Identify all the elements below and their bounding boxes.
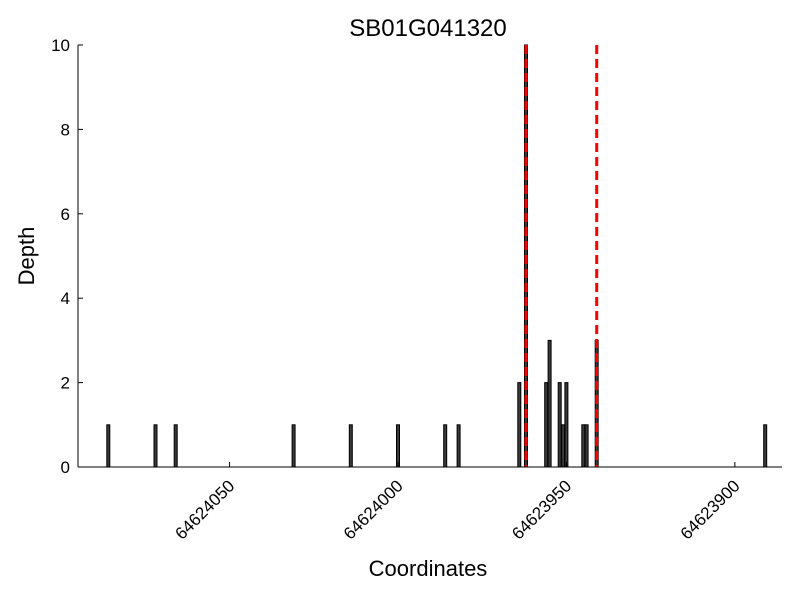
x-axis-ticks: 64624050 64624000 64623950 64623900	[171, 462, 744, 543]
depth-bar-12	[557, 382, 562, 468]
y-axis-ticks: 0 2 4 6 8 10	[51, 36, 83, 477]
plot-area	[106, 44, 768, 468]
depth-bar-1	[153, 424, 158, 468]
y-tick-label-1: 2	[61, 374, 70, 393]
depth-bar-6	[443, 424, 448, 468]
depth-bar-15	[581, 424, 586, 468]
depth-bar-0	[106, 424, 111, 468]
depth-bar-5	[396, 424, 400, 468]
depth-bar-18	[763, 424, 768, 468]
x-tick-label-1: 64624000	[340, 476, 407, 543]
depth-bar-10	[544, 382, 549, 468]
depth-bar-14	[564, 382, 569, 468]
depth-bar-16	[584, 424, 589, 468]
depth-bar-3	[291, 424, 296, 468]
y-axis-label: Depth	[14, 227, 39, 286]
y-tick-label-2: 4	[61, 289, 70, 308]
x-tick-label-2: 64623950	[508, 476, 575, 543]
y-tick-label-5: 10	[51, 36, 70, 55]
y-tick-label-3: 6	[61, 205, 70, 224]
y-tick-label-0: 0	[61, 458, 70, 477]
x-tick-label-0: 64624050	[171, 476, 238, 543]
depth-bar-2	[173, 424, 178, 468]
x-axis-label: Coordinates	[369, 556, 488, 581]
chart-title: SB01G041320	[349, 15, 506, 42]
depth-bar-13	[561, 424, 566, 468]
y-tick-label-4: 8	[61, 120, 70, 139]
depth-bar-8	[517, 382, 522, 468]
depth-bar-4	[348, 424, 353, 468]
x-tick-label-3: 64623900	[677, 476, 744, 543]
depth-bar-11	[547, 339, 552, 468]
depth-bar-7	[456, 424, 461, 468]
